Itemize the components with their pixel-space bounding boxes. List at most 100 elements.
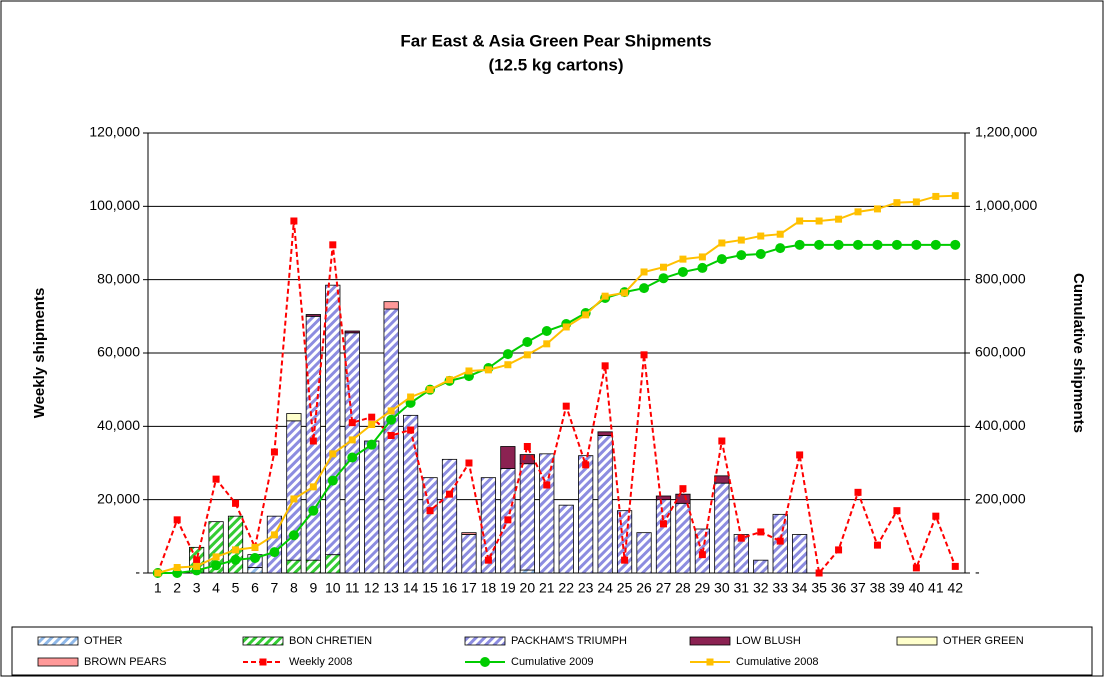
point — [697, 262, 708, 273]
y2-tick-label: 400,000 — [975, 417, 1026, 433]
legend-label: Weekly 2008 — [289, 656, 352, 668]
point — [348, 436, 356, 444]
point — [309, 437, 317, 445]
point — [698, 551, 706, 559]
point — [309, 483, 317, 491]
y2-tick-label: 1,000,000 — [975, 197, 1037, 213]
chart-subtitle: (12.5 kg cartons) — [488, 55, 623, 74]
point — [873, 541, 881, 549]
point — [716, 254, 727, 265]
legend-label: Cumulative 2008 — [736, 656, 819, 668]
legend-label: PACKHAM'S TRIUMPH — [511, 635, 627, 647]
point — [951, 562, 959, 570]
bar — [286, 559, 302, 574]
point — [484, 366, 492, 374]
point — [308, 505, 319, 516]
x-tick-label: 24 — [597, 580, 613, 596]
legend-box — [11, 626, 1093, 676]
point — [327, 475, 338, 486]
legend-swatch — [896, 636, 938, 646]
point — [582, 311, 590, 319]
bar — [597, 435, 613, 574]
point — [212, 553, 220, 561]
point — [833, 239, 844, 250]
x-tick-label: 23 — [578, 580, 594, 596]
bar — [753, 559, 769, 574]
y-tick-label: 40,000 — [97, 417, 140, 433]
x-tick-label: 40 — [909, 580, 925, 596]
y-axis-title: Weekly shipments — [31, 288, 48, 419]
point — [288, 530, 299, 541]
point — [872, 239, 883, 250]
point — [853, 239, 864, 250]
point — [465, 459, 473, 467]
point — [502, 349, 513, 360]
x-tick-label: 3 — [193, 580, 201, 596]
point — [366, 439, 377, 450]
point — [873, 205, 881, 213]
bar — [364, 440, 380, 574]
legend-label: Cumulative 2009 — [511, 656, 594, 668]
point — [718, 239, 726, 247]
legend-swatch — [37, 657, 79, 667]
bar — [655, 495, 672, 501]
point — [562, 402, 570, 410]
bar — [305, 314, 321, 317]
point — [329, 450, 337, 458]
x-tick-label: 25 — [617, 580, 633, 596]
point — [835, 546, 843, 554]
x-tick-label: 9 — [309, 580, 317, 596]
x-tick-label: 14 — [403, 580, 419, 596]
point — [290, 495, 298, 503]
point — [212, 475, 220, 483]
point — [893, 507, 901, 515]
point — [796, 217, 804, 225]
bar — [578, 455, 594, 574]
point — [232, 499, 240, 507]
y2-tick-label: 1,200,000 — [975, 124, 1037, 140]
bar — [675, 502, 691, 574]
point — [640, 351, 648, 359]
point — [446, 490, 454, 498]
y-tick-label: - — [135, 564, 140, 580]
bar — [519, 569, 535, 574]
y-tick-label: 20,000 — [97, 490, 140, 506]
y-tick-label: 120,000 — [89, 124, 140, 140]
bar — [383, 308, 399, 574]
point — [523, 443, 531, 450]
point — [193, 556, 201, 564]
point — [465, 367, 473, 375]
point — [230, 554, 241, 565]
x-tick-label: 28 — [675, 580, 691, 596]
point — [911, 239, 922, 250]
point — [290, 217, 298, 225]
x-tick-label: 42 — [947, 580, 963, 596]
point — [796, 451, 804, 459]
point — [658, 273, 669, 284]
point — [543, 340, 551, 348]
y-tick-label: 80,000 — [97, 270, 140, 286]
point — [173, 516, 181, 524]
x-tick-label: 39 — [889, 580, 905, 596]
x-tick-label: 41 — [928, 580, 944, 596]
x-tick-label: 12 — [364, 580, 380, 596]
point — [815, 217, 823, 225]
point — [794, 239, 805, 250]
point — [251, 543, 259, 551]
x-tick-label: 36 — [831, 580, 847, 596]
bar — [714, 482, 730, 574]
point — [387, 432, 395, 439]
point — [718, 437, 726, 445]
bar — [636, 532, 652, 574]
x-tick-label: 34 — [792, 580, 808, 596]
point — [522, 337, 533, 347]
point — [601, 292, 609, 300]
x-tick-label: 10 — [325, 580, 341, 596]
point — [659, 263, 667, 271]
bar — [305, 559, 321, 574]
x-tick-label: 32 — [753, 580, 769, 596]
point — [930, 239, 941, 250]
x-tick-label: 22 — [558, 580, 574, 596]
point — [891, 239, 902, 250]
y2-tick-label: 200,000 — [975, 490, 1026, 506]
